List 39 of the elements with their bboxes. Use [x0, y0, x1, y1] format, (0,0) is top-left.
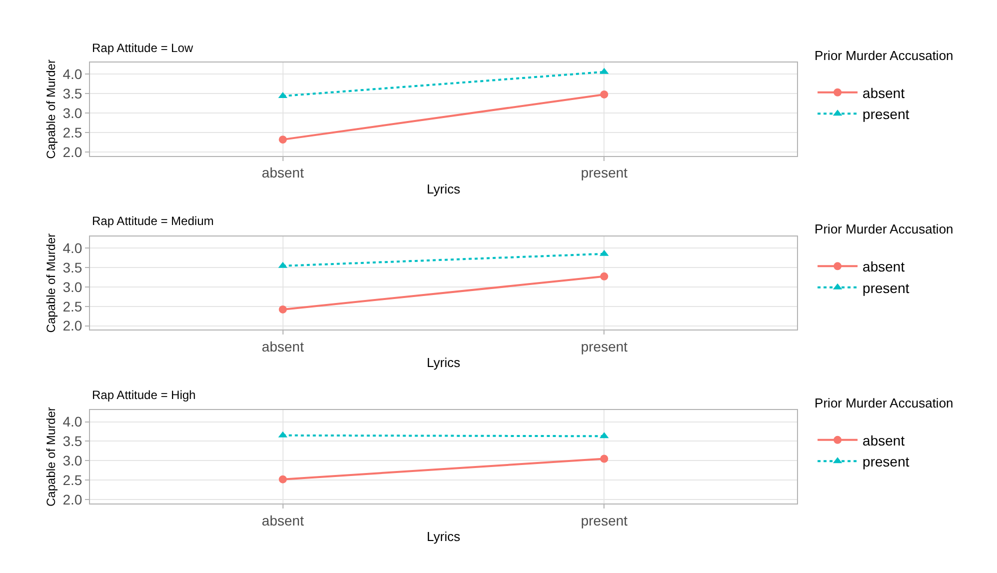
legend-title: Prior Murder Accusation — [814, 48, 954, 63]
y-tick-label: 2.5 — [62, 298, 82, 314]
y-tick-label: 3.0 — [62, 105, 82, 122]
y-tick-label: 3.0 — [62, 278, 82, 295]
y-tick-label: 4.0 — [62, 240, 82, 256]
point — [278, 475, 287, 484]
point — [600, 454, 608, 463]
y-tick-label: 2.0 — [62, 491, 82, 508]
x-axis-title: Lyrics — [426, 355, 461, 370]
x-axis-title: Lyrics — [426, 181, 461, 196]
y-axis-title: Capable of Murder — [44, 407, 58, 506]
point — [278, 305, 287, 314]
y-tick-label: 4.0 — [62, 414, 82, 430]
point — [278, 136, 287, 144]
y-tick-label: 3.5 — [62, 86, 82, 102]
legend-title: Prior Murder Accusation — [814, 395, 954, 410]
legend-label: present — [862, 280, 910, 296]
y-tick-label: 3.5 — [62, 259, 82, 276]
chart-title: Rap Attitude = Medium — [92, 214, 214, 228]
y-tick-label: 4.0 — [62, 66, 82, 82]
y-axis-title: Capable of Murder — [44, 233, 58, 333]
legend-label: absent — [862, 432, 905, 448]
chart-title: Rap Attitude = High — [92, 388, 196, 402]
chart-title: Rap Attitude = Low — [92, 41, 194, 55]
legend-label: present — [862, 454, 910, 470]
y-axis-title: Capable of Murder — [44, 60, 58, 159]
legend-label: present — [862, 106, 910, 122]
y-tick-label: 2.5 — [62, 472, 82, 488]
x-axis-title: Lyrics — [426, 528, 461, 544]
y-tick-label: 2.0 — [62, 318, 82, 334]
y-tick-label: 2.5 — [62, 124, 82, 140]
point — [600, 272, 608, 280]
y-tick-label: 3.5 — [62, 433, 82, 450]
legend-title: Prior Murder Accusation — [814, 222, 954, 237]
point — [600, 90, 608, 98]
y-tick-label: 3.0 — [62, 452, 82, 469]
legend-label: absent — [862, 84, 905, 101]
y-tick-label: 2.0 — [62, 144, 82, 160]
legend-label: absent — [862, 258, 905, 275]
